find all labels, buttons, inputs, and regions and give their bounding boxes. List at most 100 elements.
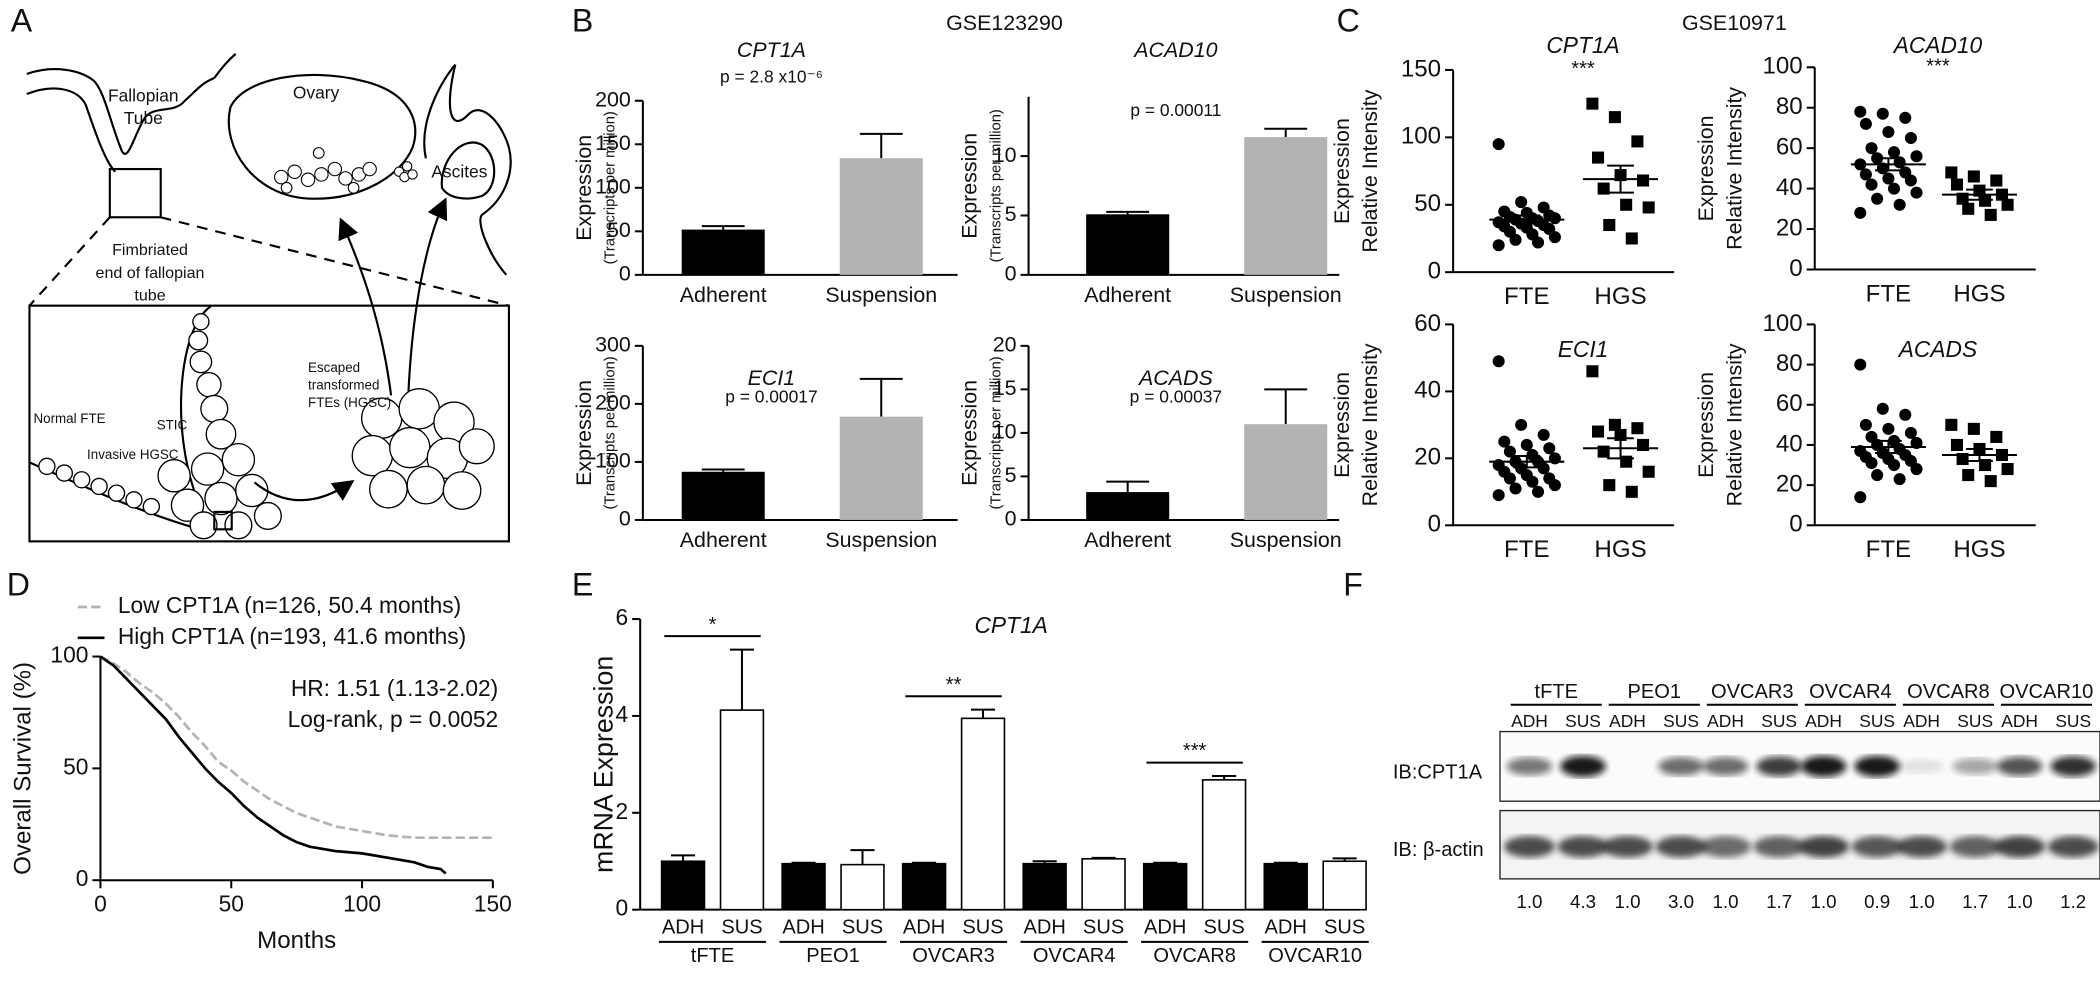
- dataset-header: GSE10971: [1682, 11, 1787, 35]
- lane-label: SUS: [2055, 711, 2091, 731]
- y-tick-label: 0: [1789, 255, 1802, 282]
- series-label: SUS: [1203, 917, 1244, 939]
- point: [1945, 418, 1958, 431]
- point: [1503, 445, 1516, 458]
- diagram-label: Fallopian: [108, 85, 179, 105]
- point: [1532, 485, 1545, 498]
- diagram-label: STIC: [157, 418, 188, 433]
- y-tick-label: 300: [595, 332, 631, 356]
- point: [1865, 142, 1878, 155]
- y-tick-label: 200: [595, 87, 631, 111]
- blot-group-label: tFTE: [1535, 681, 1579, 703]
- point: [1967, 170, 1980, 183]
- series-label: SUS: [721, 917, 762, 939]
- y-tick-label: 10: [993, 143, 1017, 167]
- point: [1882, 125, 1895, 139]
- point: [1603, 218, 1616, 232]
- y-tick-label: 5: [1005, 202, 1017, 226]
- bar: [960, 717, 1006, 911]
- lane-label: SUS: [1859, 711, 1895, 731]
- x-tick-label: FTE: [1504, 536, 1550, 563]
- point: [1893, 198, 1906, 211]
- x-tick-label: Suspension: [1230, 528, 1342, 552]
- point: [1859, 168, 1872, 181]
- point: [1904, 426, 1917, 439]
- y-tick-label: 0: [615, 895, 628, 921]
- y-tick-label: 40: [1776, 174, 1803, 201]
- lane-label: ADH: [2001, 711, 2038, 731]
- y-tick-label: 5: [1005, 463, 1017, 487]
- point: [1509, 482, 1522, 495]
- y-tick-label: 20: [1776, 214, 1803, 241]
- lane-label: ADH: [1609, 711, 1646, 731]
- x-tick-label: Adherent: [1084, 528, 1171, 552]
- y-axis-label: Relative Intensity: [1722, 343, 1746, 506]
- diagram: Fallopian Tube Ovary Ascites Fimbriated …: [26, 53, 512, 543]
- point: [1526, 475, 1539, 488]
- point: [1492, 138, 1505, 151]
- x-tick-label: Adherent: [1084, 283, 1171, 307]
- point: [1904, 132, 1917, 145]
- panel-label: E: [572, 566, 593, 602]
- survival-curve: [99, 655, 493, 840]
- band: [2050, 756, 2096, 777]
- group-label: tFTE: [691, 945, 735, 967]
- point: [1865, 178, 1878, 191]
- point: [1537, 428, 1550, 441]
- band-ratio: 0.9: [1864, 891, 1890, 912]
- x-tick-label: HGS: [1594, 536, 1646, 563]
- p-value: p = 2.8 x10⁻⁶: [720, 67, 823, 87]
- band: [1504, 836, 1555, 858]
- point: [1543, 442, 1556, 455]
- blot-group-label: OVCAR4: [1809, 681, 1892, 703]
- legend-label: Low CPT1A (n=126, 50.4 months): [118, 592, 461, 618]
- panel-label: D: [7, 566, 30, 602]
- survival-curve: [99, 655, 447, 875]
- band-ratio: 4.3: [1570, 891, 1596, 912]
- diagram-label: transformed: [308, 378, 379, 393]
- x-tick-label: 150: [474, 891, 512, 917]
- point: [1984, 208, 1997, 221]
- y-axis-label: Overall Survival (%): [9, 662, 36, 875]
- chart-title: ACADS: [1137, 366, 1213, 390]
- significance: *: [709, 614, 717, 636]
- y-tick-label: 0: [619, 262, 631, 286]
- group-label: OVCAR10: [1268, 945, 1362, 967]
- bar: [781, 862, 826, 911]
- band: [1851, 836, 1903, 858]
- band: [1854, 755, 1900, 777]
- series-label: SUS: [842, 917, 883, 939]
- band: [1655, 836, 1707, 858]
- point: [1492, 239, 1505, 252]
- significance: ***: [1926, 56, 1950, 78]
- band: [1800, 755, 1847, 777]
- lane-label: SUS: [1761, 711, 1797, 731]
- point: [1887, 459, 1901, 472]
- band-ratio: 1.7: [1766, 891, 1792, 912]
- y-axis-label: (Transcripts per million): [603, 111, 619, 264]
- point: [1904, 174, 1917, 187]
- x-tick-label: FTE: [1866, 280, 1912, 307]
- x-tick-label: HGS: [1953, 280, 2005, 307]
- point: [1979, 194, 1992, 207]
- diagram-label: Ascites: [431, 162, 487, 182]
- series-label: ADH: [1265, 917, 1307, 939]
- point: [1945, 166, 1958, 179]
- band-ratio: 1.0: [1712, 891, 1738, 912]
- point: [1887, 182, 1901, 195]
- blot-group-label: OVCAR8: [1907, 681, 1990, 703]
- diagram-label: Normal FTE: [33, 411, 105, 426]
- chart-title: ECI1: [748, 366, 796, 390]
- y-tick-label: 60: [1776, 134, 1803, 161]
- y-axis-label: mRNA Expression: [588, 656, 618, 873]
- bar: [1022, 862, 1067, 911]
- band: [2047, 836, 2099, 858]
- y-axis-label: (Transcripts per million): [603, 356, 619, 509]
- band: [1753, 836, 1805, 858]
- annotation: Log-rank, p = 0.0052: [288, 706, 499, 732]
- y-tick-label: 2: [615, 798, 628, 824]
- y-axis-label: (Transcripts per million): [988, 109, 1004, 262]
- band-ratio: 1.0: [1614, 891, 1640, 912]
- diagram-label: FTEs (HGSC): [308, 395, 391, 410]
- panel-label: B: [572, 3, 593, 39]
